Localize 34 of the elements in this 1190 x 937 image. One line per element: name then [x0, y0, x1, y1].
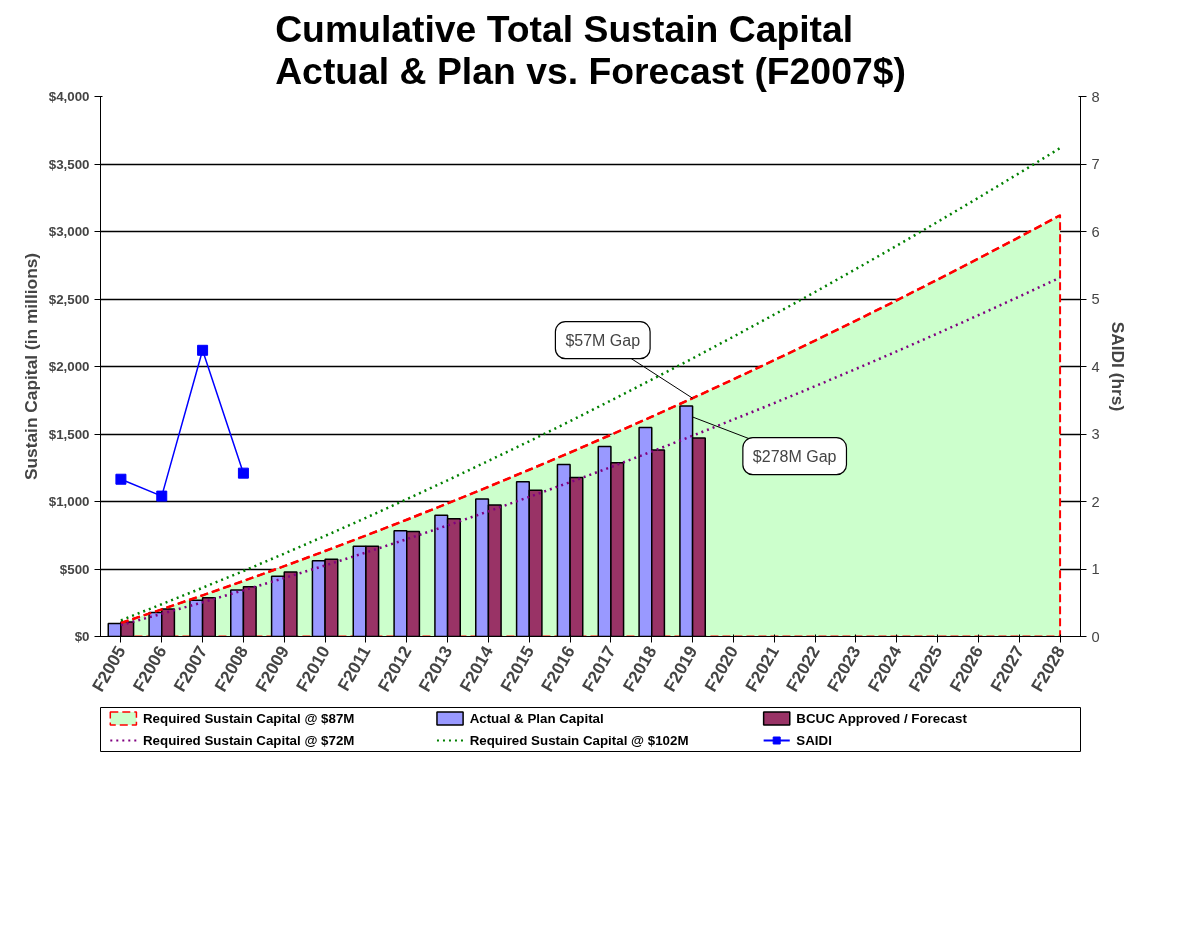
chart-title: Cumulative Total Sustain Capital Actual & Plan vs. Forecast (F2007$) [275, 7, 906, 92]
y2-axis-title: SAIDI (hrs) [1107, 321, 1128, 412]
annotation: $278M Gap [752, 447, 837, 465]
y-tick-label: $1,500 [48, 426, 90, 442]
line-series [119, 276, 1062, 627]
y2-tick-label: 1 [1091, 561, 1100, 577]
y-tick-label: $3,500 [48, 156, 90, 172]
y2-tick-label: 2 [1091, 493, 1100, 510]
y-tick-label: $3,000 [48, 224, 90, 239]
y2-tick-label: 8 [1091, 88, 1100, 105]
y-axis-title: Sustain Capital (in millions) [20, 252, 41, 481]
point [237, 467, 249, 479]
y-tick-label: $4,000 [48, 89, 90, 104]
y2-tick-label: 4 [1091, 358, 1100, 375]
y-tick-label: $2,000 [48, 359, 90, 374]
legend-label: SAIDI [796, 733, 832, 748]
legend-label: BCUC Approved / Forecast [796, 711, 968, 726]
legend-label: Required Sustain Capital @ $102M [469, 733, 689, 748]
legend-label: Actual & Plan Capital [469, 711, 604, 726]
point [197, 344, 209, 356]
legend-label: Required Sustain Capital @ $72M [142, 733, 355, 748]
legend-label: Required Sustain Capital @ $87M [142, 711, 355, 726]
y2-tick-label: 5 [1091, 291, 1100, 307]
y2-tick-label: 6 [1091, 223, 1100, 240]
y2-tick-label: 3 [1091, 426, 1100, 442]
y2-tick-label: 7 [1091, 156, 1100, 172]
point [156, 490, 168, 502]
y-tick-label: $1,000 [48, 494, 90, 509]
annotation: $57M Gap [565, 331, 641, 349]
y-tick-label: $500 [59, 561, 90, 577]
point [115, 473, 127, 485]
y-tick-label: $0 [74, 629, 90, 644]
y-tick-label: $2,500 [48, 291, 90, 307]
y2-tick-label: 0 [1091, 628, 1100, 645]
